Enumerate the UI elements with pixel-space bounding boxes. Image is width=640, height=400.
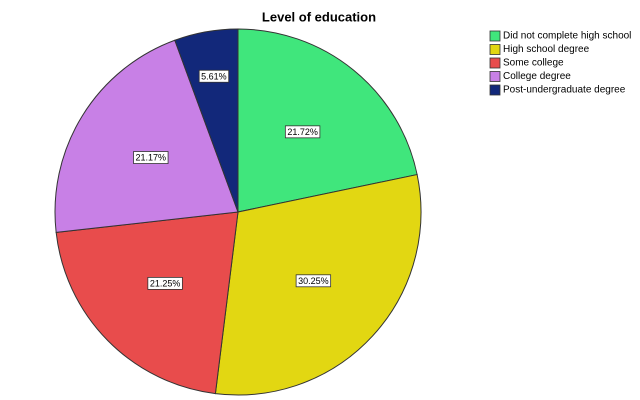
legend-label: High school degree [503, 44, 590, 55]
data-label-box [147, 277, 183, 290]
pie-slice [55, 211, 239, 395]
data-label: 21.25% [150, 278, 181, 288]
data-label-box [133, 151, 169, 164]
legend-swatch [489, 71, 501, 82]
legend-swatch [489, 57, 501, 69]
legend-swatch [489, 30, 501, 42]
data-label: 30.25% [298, 276, 329, 286]
data-label: 21.17% [136, 153, 167, 163]
legend-swatch [489, 44, 501, 55]
pie-slice [237, 28, 418, 213]
legend-label: College degree [503, 71, 571, 82]
legend-swatch [489, 84, 501, 96]
legend-label: Some college [503, 58, 564, 69]
data-label: 21.72% [287, 127, 318, 137]
legend-label: Post-undergraduate degree [503, 85, 626, 96]
chart-title: Level of education [262, 9, 376, 24]
data-label-box [295, 274, 332, 288]
data-label-box [198, 69, 230, 83]
data-label: 5.61% [201, 71, 227, 81]
legend-label: Did not complete high school [503, 31, 631, 42]
data-label-box [284, 125, 321, 139]
